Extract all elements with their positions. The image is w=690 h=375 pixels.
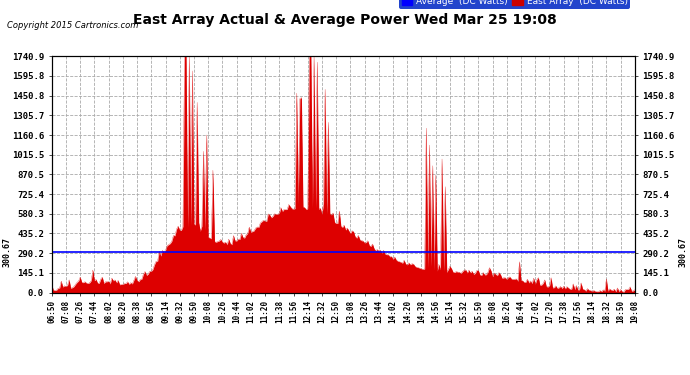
Text: Copyright 2015 Cartronics.com: Copyright 2015 Cartronics.com [7, 21, 138, 30]
Text: 300.67: 300.67 [678, 237, 688, 267]
Text: East Array Actual & Average Power Wed Mar 25 19:08: East Array Actual & Average Power Wed Ma… [133, 13, 557, 27]
Text: 300.67: 300.67 [2, 237, 12, 267]
Legend: Average  (DC Watts), East Array  (DC Watts): Average (DC Watts), East Array (DC Watts… [399, 0, 630, 9]
